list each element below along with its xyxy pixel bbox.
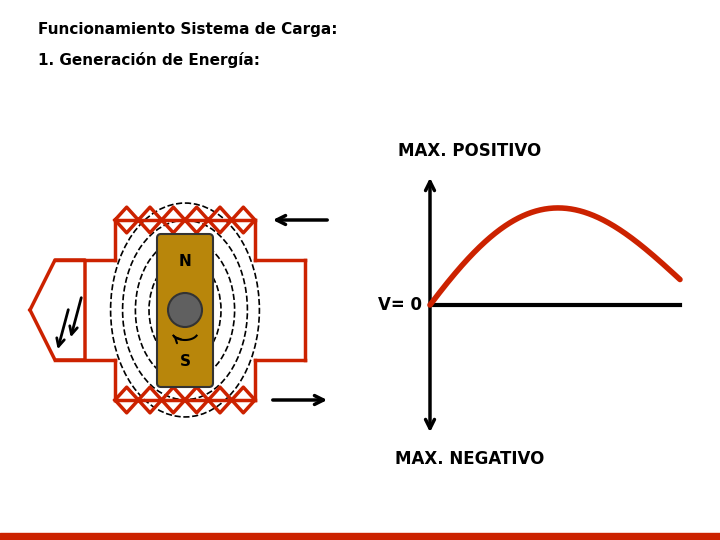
Circle shape xyxy=(168,293,202,327)
Text: N: N xyxy=(179,254,192,269)
FancyBboxPatch shape xyxy=(157,234,213,387)
Text: 1. Generación de Energía:: 1. Generación de Energía: xyxy=(38,52,260,68)
Text: MAX. POSITIVO: MAX. POSITIVO xyxy=(398,142,541,160)
Text: V= 0: V= 0 xyxy=(378,296,422,314)
Text: Funcionamiento Sistema de Carga:: Funcionamiento Sistema de Carga: xyxy=(38,22,338,37)
Text: S: S xyxy=(179,354,191,369)
Text: MAX. NEGATIVO: MAX. NEGATIVO xyxy=(395,450,545,468)
